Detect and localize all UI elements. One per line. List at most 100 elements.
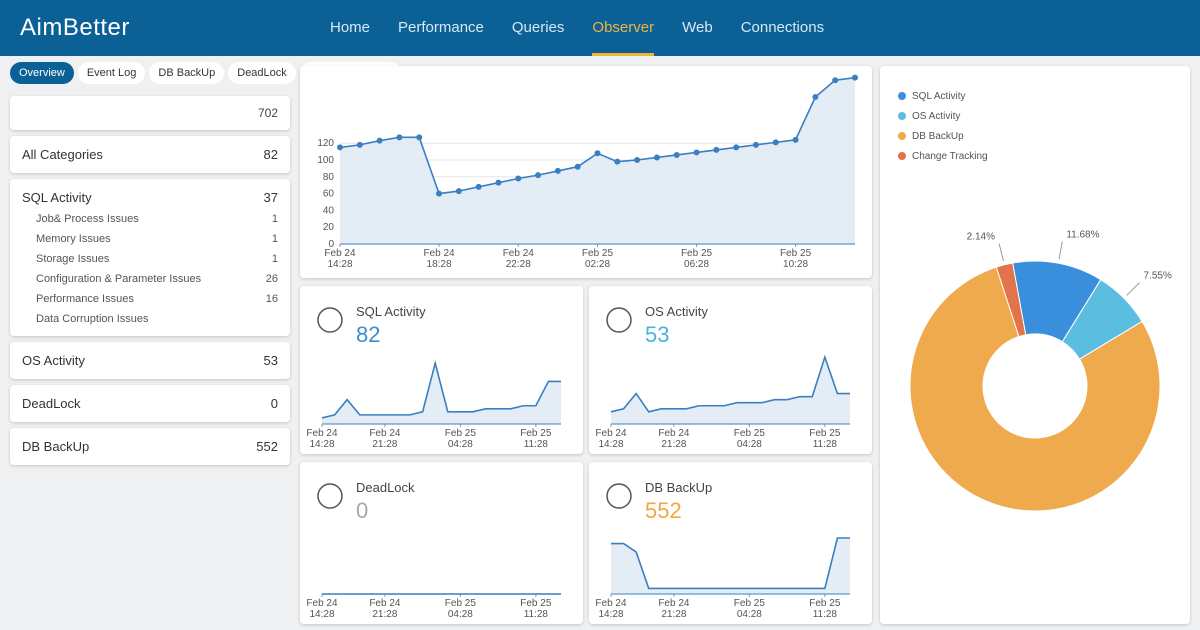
subcategory-count: 16 <box>265 293 278 305</box>
donut-slice[interactable] <box>995 262 1027 338</box>
slice-label: 2.14% <box>967 231 995 242</box>
sub-tab[interactable]: Overview <box>10 62 74 84</box>
nav-tab[interactable]: Connections <box>740 19 825 36</box>
x-tick-label: Feb 24 <box>503 248 535 259</box>
point[interactable] <box>852 74 858 81</box>
point[interactable] <box>832 77 839 84</box>
x-tick-label: Feb 25 <box>520 428 552 439</box>
point[interactable] <box>614 158 621 165</box>
line <box>321 360 561 419</box>
sub-tabs: Overview Event Log DB BackUp DeadLock Change… <box>10 62 401 84</box>
nav-tab[interactable]: Queries <box>511 19 565 36</box>
category-card[interactable]: OS Activity 53 <box>10 342 290 379</box>
category-card[interactable]: DB BackUp 552 <box>10 428 290 465</box>
point[interactable] <box>436 190 443 197</box>
logo[interactable]: AimBetter <box>20 14 130 41</box>
x-tick-label: Feb 24 <box>324 248 356 259</box>
legend-label[interactable]: Change Tracking <box>912 151 988 162</box>
point[interactable] <box>535 172 542 179</box>
nav-tab[interactable]: Observer <box>592 0 655 56</box>
sub-tab[interactable]: Event Log <box>77 62 146 84</box>
metric-card: DB BackUp 552 Feb 24 14:28 Feb 24 21:28 Feb 25… <box>589 462 872 624</box>
leader-line <box>1126 282 1140 296</box>
x-tick-label: 04:28 <box>448 439 473 450</box>
point[interactable] <box>455 188 462 195</box>
nav-tab[interactable]: Home <box>330 19 371 36</box>
point[interactable] <box>554 167 561 174</box>
x-tick-label: 22:28 <box>506 259 531 270</box>
point[interactable] <box>653 154 660 161</box>
subcategory-row[interactable]: Storage Issues 1 <box>10 253 290 265</box>
donut-slice[interactable] <box>1061 278 1143 360</box>
x-tick-label: 04:28 <box>737 609 762 620</box>
legend-label[interactable]: SQL Activity <box>912 91 966 102</box>
point[interactable] <box>792 136 799 143</box>
nav-tab[interactable]: Performance <box>398 19 484 36</box>
legend-label[interactable]: DB BackUp <box>912 131 964 142</box>
point[interactable] <box>594 150 601 157</box>
category-card[interactable]: All Categories 82 <box>10 136 290 173</box>
point[interactable] <box>356 141 363 148</box>
subcategory-row[interactable]: Data Corruption Issues <box>10 313 290 325</box>
subcategory-row[interactable]: Configuration & Parameter Issues 26 <box>10 273 290 285</box>
x-tick-label: 06:28 <box>684 259 709 270</box>
x-tick-label: 10:28 <box>783 259 808 270</box>
main-chart-card: 0 20 40 60 80 100 120 Feb 24 14:28 Feb 24 18:28 Feb… <box>300 66 872 278</box>
subcategory-row[interactable]: Memory Issues 1 <box>10 233 290 245</box>
point[interactable] <box>396 134 403 141</box>
category-count: 82 <box>263 147 278 162</box>
x-tick-label: Feb 24 <box>306 598 338 609</box>
subcategory-name: Configuration & Parameter Issues <box>36 273 202 285</box>
x-tick-label: 18:28 <box>427 259 452 270</box>
point[interactable] <box>733 144 740 151</box>
donut-slice[interactable] <box>1012 260 1102 343</box>
subcategory-row[interactable]: Performance Issues 16 <box>10 293 290 305</box>
point[interactable] <box>752 141 759 148</box>
point[interactable] <box>574 163 581 170</box>
point[interactable] <box>693 149 700 156</box>
point[interactable] <box>673 151 680 158</box>
point[interactable] <box>475 183 482 190</box>
y-tick-label: 80 <box>323 172 335 183</box>
category-name: All Categories <box>22 147 103 162</box>
category-card[interactable]: DeadLock 0 <box>10 385 290 422</box>
point[interactable] <box>495 179 502 186</box>
metric-title: DeadLock <box>356 480 415 495</box>
point[interactable] <box>713 146 720 153</box>
donut-slice[interactable] <box>909 266 1161 512</box>
subcategory-count: 1 <box>271 253 278 265</box>
point[interactable] <box>416 134 423 141</box>
line <box>339 76 856 195</box>
x-tick-label: Feb 25 <box>445 428 477 439</box>
point[interactable] <box>812 94 819 100</box>
legend-swatch <box>898 132 906 140</box>
x-tick-label: Feb 24 <box>369 428 401 439</box>
sub-tab[interactable]: DB BackUp <box>149 62 225 84</box>
legend-label[interactable]: OS Activity <box>912 111 960 122</box>
y-tick-label: 100 <box>317 155 334 166</box>
category-card[interactable]: SQL Activity 37 Job& Process Issues 1 Memory… <box>10 179 290 336</box>
sub-tab[interactable]: DeadLock <box>228 62 296 84</box>
metric-card: OS Activity 53 Feb 24 14:28 Feb 24 21:28 Feb 2… <box>589 286 872 454</box>
point[interactable] <box>772 139 779 146</box>
x-tick-label: Feb 24 <box>306 428 338 439</box>
subcategory-row[interactable]: Job& Process Issues 1 <box>10 213 290 225</box>
donut-chart: SQL Activity OS Activity DB BackUp Change T… <box>898 91 1172 512</box>
x-tick-label: Feb 25 <box>809 428 841 439</box>
x-tick-label: Feb 24 <box>658 428 690 439</box>
category-count: 53 <box>263 353 278 368</box>
point[interactable] <box>634 157 641 163</box>
nav-tab[interactable]: Web <box>682 19 713 36</box>
x-tick-label: 04:28 <box>737 439 762 450</box>
point[interactable] <box>337 144 343 151</box>
metric-card: DeadLock 0 Feb 24 14:28 Feb 24 21:28 Feb 25 04:… <box>300 462 583 624</box>
category-row: SQL Activity 37 <box>10 190 290 205</box>
point[interactable] <box>376 137 383 144</box>
category-row: DeadLock 0 <box>10 396 290 411</box>
sub-tab[interactable]: Change Tracking <box>299 62 401 84</box>
subcategory-name: Memory Issues <box>36 233 111 245</box>
point[interactable] <box>515 175 522 182</box>
